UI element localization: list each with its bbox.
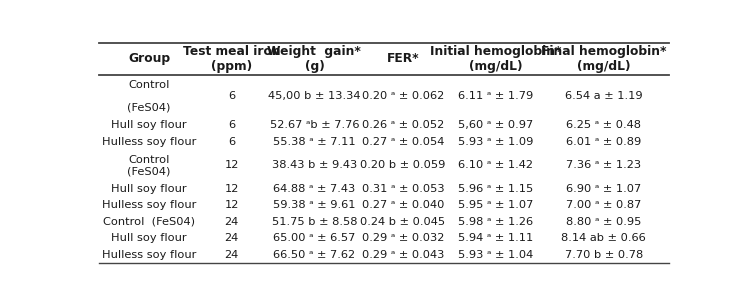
Text: 6: 6 [228,137,235,147]
Text: 5.95 ᵃ ± 1.07: 5.95 ᵃ ± 1.07 [458,201,533,210]
Text: 59.38 ᵃ ± 9.61: 59.38 ᵃ ± 9.61 [273,201,356,210]
Text: 24: 24 [225,217,239,227]
Text: 0.29 ᵃ ± 0.032: 0.29 ᵃ ± 0.032 [362,233,444,243]
Text: 6: 6 [228,120,235,131]
Text: Control  (FeS04): Control (FeS04) [103,217,195,227]
Text: 65.00 ᵃ ± 6.57: 65.00 ᵃ ± 6.57 [273,233,356,243]
Text: 0.31 ᵃ ± 0.053: 0.31 ᵃ ± 0.053 [362,184,444,194]
Text: 6.54 a ± 1.19: 6.54 a ± 1.19 [565,91,642,101]
Text: 0.20 b ± 0.059: 0.20 b ± 0.059 [360,160,445,170]
Text: 8.14 ab ± 0.66: 8.14 ab ± 0.66 [562,233,646,243]
Text: 64.88 ᵃ ± 7.43: 64.88 ᵃ ± 7.43 [273,184,356,194]
Text: Control
(FeS04): Control (FeS04) [128,155,171,176]
Text: 0.20 ᵃ ± 0.062: 0.20 ᵃ ± 0.062 [362,91,444,101]
Text: 7.36 ᵃ ± 1.23: 7.36 ᵃ ± 1.23 [566,160,642,170]
Text: Final hemoglobin*
(mg/dL): Final hemoglobin* (mg/dL) [541,45,666,73]
Text: 0.27 ᵃ ± 0.054: 0.27 ᵃ ± 0.054 [362,137,444,147]
Text: Control

(FeS04): Control (FeS04) [128,80,171,113]
Text: Hull soy flour: Hull soy flour [111,184,187,194]
Text: 6.10 ᵃ ± 1.42: 6.10 ᵃ ± 1.42 [458,160,533,170]
Text: 51.75 b ± 8.58: 51.75 b ± 8.58 [272,217,357,227]
Text: Initial hemoglobin*
(mg/dL): Initial hemoglobin* (mg/dL) [430,45,561,73]
Text: Hull soy flour: Hull soy flour [111,233,187,243]
Text: 24: 24 [225,250,239,260]
Text: 24: 24 [225,233,239,243]
Text: 0.27 ᵃ ± 0.040: 0.27 ᵃ ± 0.040 [362,201,444,210]
Text: 12: 12 [225,160,239,170]
Text: 52.67 ᵃb ± 7.76: 52.67 ᵃb ± 7.76 [270,120,359,131]
Text: 0.26 ᵃ ± 0.052: 0.26 ᵃ ± 0.052 [362,120,444,131]
Text: Test meal iron
(ppm): Test meal iron (ppm) [183,45,281,73]
Text: 5.98 ᵃ ± 1.26: 5.98 ᵃ ± 1.26 [458,217,533,227]
Text: 7.70 b ± 0.78: 7.70 b ± 0.78 [565,250,643,260]
Text: Hulless soy flour: Hulless soy flour [102,137,196,147]
Text: 5.96 ᵃ ± 1.15: 5.96 ᵃ ± 1.15 [458,184,533,194]
Text: 6: 6 [228,91,235,101]
Text: Hulless soy flour: Hulless soy flour [102,201,196,210]
Text: 45,00 b ± 13.34: 45,00 b ± 13.34 [268,91,361,101]
Text: 55.38 ᵃ ± 7.11: 55.38 ᵃ ± 7.11 [273,137,356,147]
Text: 38.43 b ± 9.43: 38.43 b ± 9.43 [272,160,357,170]
Text: 12: 12 [225,184,239,194]
Text: 5,60 ᵃ ± 0.97: 5,60 ᵃ ± 0.97 [458,120,533,131]
Text: 6.90 ᵃ ± 1.07: 6.90 ᵃ ± 1.07 [566,184,642,194]
Text: 5.93 ᵃ ± 1.09: 5.93 ᵃ ± 1.09 [458,137,533,147]
Text: FER*: FER* [386,52,419,66]
Text: 0.24 b ± 0.045: 0.24 b ± 0.045 [360,217,445,227]
Text: 12: 12 [225,201,239,210]
Text: Hull soy flour: Hull soy flour [111,120,187,131]
Text: Hulless soy flour: Hulless soy flour [102,250,196,260]
Text: 5.93 ᵃ ± 1.04: 5.93 ᵃ ± 1.04 [458,250,533,260]
Text: 8.80 ᵃ ± 0.95: 8.80 ᵃ ± 0.95 [566,217,642,227]
Text: 6.01 ᵃ ± 0.89: 6.01 ᵃ ± 0.89 [566,137,642,147]
Text: 5.94 ᵃ ± 1.11: 5.94 ᵃ ± 1.11 [458,233,533,243]
Text: 66.50 ᵃ ± 7.62: 66.50 ᵃ ± 7.62 [273,250,356,260]
Text: 6.25 ᵃ ± 0.48: 6.25 ᵃ ± 0.48 [566,120,642,131]
Text: 7.00 ᵃ ± 0.87: 7.00 ᵃ ± 0.87 [566,201,642,210]
Text: 0.29 ᵃ ± 0.043: 0.29 ᵃ ± 0.043 [362,250,444,260]
Text: Group: Group [128,52,170,66]
Text: 6.11 ᵃ ± 1.79: 6.11 ᵃ ± 1.79 [458,91,533,101]
Text: Weight  gain*
(g): Weight gain* (g) [267,45,362,73]
